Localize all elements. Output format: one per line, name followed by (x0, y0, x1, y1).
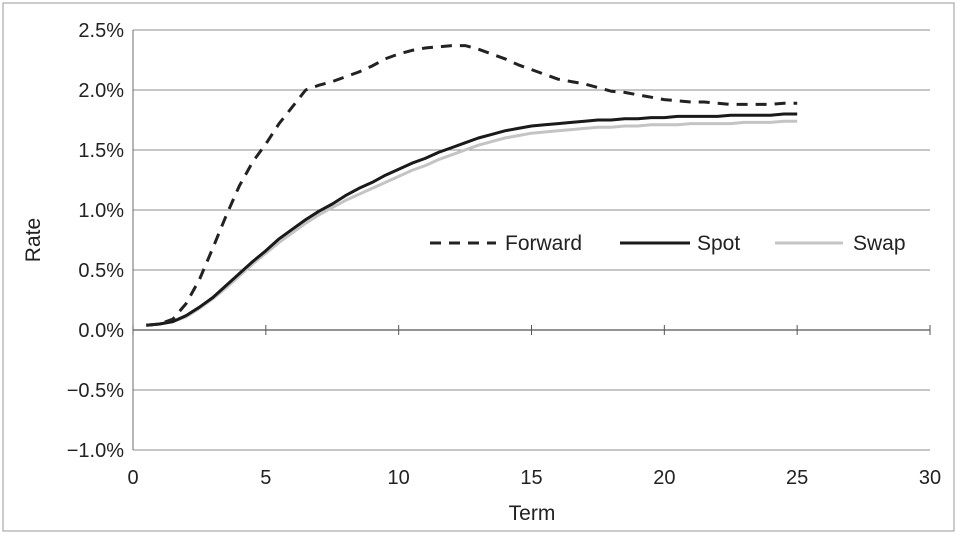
x-tick-label: 0 (127, 467, 138, 489)
x-tick-label: 10 (388, 467, 410, 489)
x-axis-title: Term (509, 502, 556, 525)
legend-label-forward: Forward (505, 232, 582, 255)
y-tick-label: −1.0% (67, 440, 124, 462)
y-tick-label: 1.0% (78, 200, 124, 222)
x-tick-label: 20 (653, 467, 675, 489)
series-line-swap (146, 119, 798, 327)
axes: −1.0% −0.5% 0.0% 0.5% 1.0% 1.5% 2.0% 2.5% 0 5 10 15… (67, 20, 941, 489)
x-tick-label: 15 (520, 467, 542, 489)
x-tick-label: 30 (919, 467, 941, 489)
y-tick-label: 2.0% (78, 80, 124, 102)
legend-label-swap: Swap (853, 232, 906, 255)
y-tick-label: 2.5% (78, 20, 124, 42)
series-line-forward (146, 44, 798, 327)
y-axis-title: Rate (22, 218, 45, 262)
legend: Forward Spot Swap (430, 232, 906, 255)
y-tick-label: 1.5% (78, 140, 124, 162)
y-tick-label: 0.0% (78, 320, 124, 342)
y-tick-label: 0.5% (78, 260, 124, 282)
y-tick-label: −0.5% (67, 380, 124, 402)
x-tick-label: 5 (260, 467, 271, 489)
legend-label-spot: Spot (697, 232, 740, 255)
series-line-spot (146, 112, 798, 327)
series-lines (146, 44, 798, 327)
x-tick-label: 25 (786, 467, 808, 489)
